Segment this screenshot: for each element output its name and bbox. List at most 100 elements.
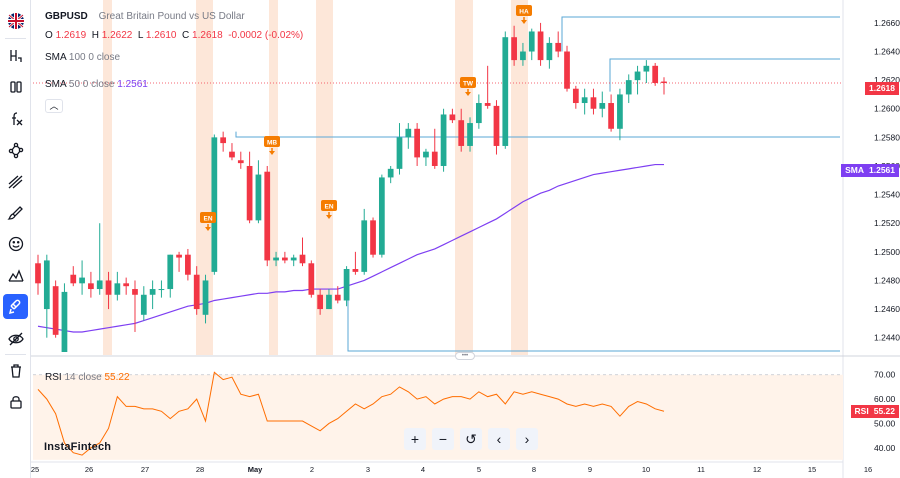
rsi-line [37, 371, 665, 456]
event-markers: EN MB EN TW HA [200, 5, 532, 231]
time-tick-label: 25 [31, 465, 39, 474]
candle-body [475, 103, 482, 124]
candle-body [52, 286, 59, 335]
time-tick-label: May [248, 465, 263, 474]
candle-body [185, 254, 191, 275]
time-tick-label: 27 [141, 465, 149, 474]
reset-chart-button[interactable]: ↺ [460, 428, 482, 450]
candle-body [343, 269, 350, 301]
text-tool-icon[interactable] [3, 43, 28, 68]
price-tick-label: 1.2600 [874, 104, 900, 114]
rsi-legend[interactable]: RSI 14 close 55.22 [45, 372, 130, 383]
brush-icon[interactable] [3, 200, 28, 225]
time-tick-label: 4 [421, 465, 425, 474]
time-tick-label: 10 [642, 465, 650, 474]
candle-body [193, 274, 200, 310]
sma100-params: 100 0 close [68, 52, 121, 63]
sma100-legend[interactable]: SMA 100 0 close [45, 52, 120, 63]
close-label: C [182, 30, 190, 41]
pattern-icon[interactable] [3, 262, 28, 287]
time-tick-label: 12 [753, 465, 761, 474]
open-label: O [45, 30, 53, 41]
rsi-value: 55.22 [104, 372, 130, 383]
measure-icon[interactable] [3, 74, 28, 99]
price-tick-label: 1.2460 [874, 304, 900, 314]
lock-icon[interactable] [3, 389, 28, 414]
sma50-params: 50 0 close [68, 79, 115, 90]
event-band [316, 0, 333, 355]
chevron-up-icon: ︿ [49, 101, 59, 111]
scroll-left-button[interactable]: ‹ [488, 428, 510, 450]
price-tick-label: 1.2500 [874, 247, 900, 257]
trash-icon[interactable] [3, 358, 28, 383]
candle-body [546, 42, 553, 61]
symbol-ticker[interactable]: GBPUSD [45, 11, 88, 22]
magnet-icon[interactable] [3, 294, 28, 319]
price-tick-label: 1.2480 [874, 275, 900, 285]
level-line [235, 131, 840, 138]
rsi-tick-label: 50.00 [874, 418, 896, 428]
open-value: 1.2619 [55, 30, 87, 41]
fx-icon[interactable] [3, 106, 28, 131]
low-label: L [137, 30, 144, 41]
candle-body [484, 103, 491, 106]
candle-body [202, 280, 209, 315]
candle-body [255, 174, 262, 221]
candle-body [493, 105, 500, 146]
event-marker-label: HA [519, 9, 529, 16]
fib-tool-icon[interactable] [3, 169, 28, 194]
scroll-right-button[interactable]: › [516, 428, 538, 450]
eye-hide-icon[interactable] [3, 326, 28, 351]
candle-body [61, 291, 68, 352]
event-marker-label: EN [324, 204, 333, 211]
level-line [561, 16, 840, 52]
toolbar-divider [5, 354, 26, 355]
symbol-description: Great Britain Pound vs US Dollar [98, 11, 245, 22]
candle-body [581, 97, 588, 104]
rsi-badge: RSI 55.22 [850, 405, 899, 418]
minus-icon: − [438, 431, 448, 447]
candle-body [652, 65, 659, 83]
time-axis: 25 26 27 28 May 2 3 4 5 8 9 10 11 12 15 16 [31, 461, 872, 474]
candle-body [229, 151, 235, 158]
event-marker-label: EN [203, 216, 212, 223]
reset-icon: ↺ [465, 430, 477, 447]
trend-line-icon[interactable] [3, 137, 28, 162]
sma100-name: SMA [45, 52, 67, 63]
event-marker-badge [516, 5, 532, 16]
event-band [511, 0, 528, 355]
sma50-line [37, 163, 664, 333]
sma50-legend[interactable]: SMA 50 0 close 1.2561 [45, 79, 148, 90]
candle-body [608, 103, 614, 129]
candle-body [246, 165, 253, 221]
candle-body [537, 31, 544, 61]
candle-body [105, 280, 112, 295]
flag-icon[interactable] [3, 8, 28, 33]
candle-body [405, 128, 412, 138]
pane-resize-handle[interactable]: ••• [455, 352, 475, 360]
time-tick-label: 26 [85, 465, 93, 474]
last-price-value: 1.2618 [869, 83, 895, 93]
last-price-badge: 1.2618 [865, 82, 899, 95]
event-marker-badge [264, 136, 280, 147]
rsi-params: 14 close [64, 372, 102, 383]
candle-body [96, 280, 103, 290]
ohlc-legend: O 1.2619 H 1.2622 L 1.2610 C 1.2618 -0.0… [45, 30, 303, 41]
emoji-icon[interactable] [3, 231, 28, 256]
rsi-tick-label: 70.00 [874, 370, 896, 380]
candle-body [167, 254, 174, 290]
zoom-in-button[interactable]: + [404, 428, 426, 450]
change-value: -0.0002 (-0.02%) [228, 30, 304, 41]
high-value: 1.2622 [101, 30, 133, 41]
rsi-tick-label: 60.00 [874, 394, 896, 404]
time-tick-label: 2 [310, 465, 314, 474]
candle-body [511, 37, 517, 61]
collapse-legend-button[interactable]: ︿ [45, 99, 63, 113]
price-tick-label: 1.2440 [874, 333, 900, 343]
event-marker-label: TW [463, 81, 474, 88]
candle-body [564, 51, 570, 89]
sma50-name: SMA [45, 79, 67, 90]
chevron-right-icon: › [524, 431, 530, 447]
zoom-out-button[interactable]: − [432, 428, 454, 450]
